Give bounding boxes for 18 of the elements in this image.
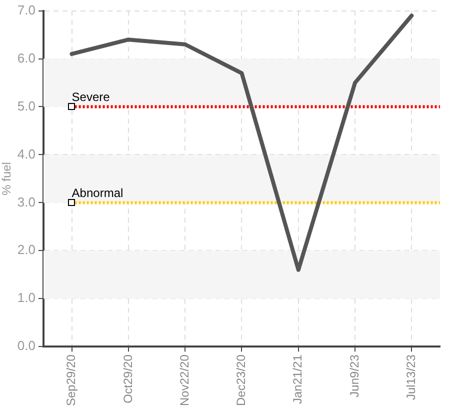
y-tick-label: 6.0 (17, 50, 36, 66)
x-tick-label: Nov22/20 (177, 354, 192, 406)
y-tick-label: 0.0 (17, 338, 36, 354)
x-tick-label: Dec23/20 (234, 354, 248, 406)
ref-line-label: Severe (72, 90, 110, 104)
y-tick-label: 4.0 (17, 146, 36, 162)
y-tick-label: 1.0 (17, 290, 36, 306)
x-tick-label: Oct29/20 (120, 354, 135, 404)
x-tick-label: Jul13/23 (404, 354, 418, 400)
y-tick-label: 3.0 (17, 194, 36, 210)
ref-line-label: Abnormal (72, 186, 124, 200)
y-axis-title: % fuel (0, 162, 14, 196)
x-tick-label: Jun9/23 (347, 354, 362, 398)
x-tick-label: Sep29/20 (64, 354, 78, 406)
y-tick-label: 5.0 (17, 98, 36, 114)
y-tick-label: 2.0 (17, 242, 36, 258)
y-tick-label: 7.0 (17, 2, 36, 18)
x-tick-label: Jan21/21 (290, 354, 305, 404)
